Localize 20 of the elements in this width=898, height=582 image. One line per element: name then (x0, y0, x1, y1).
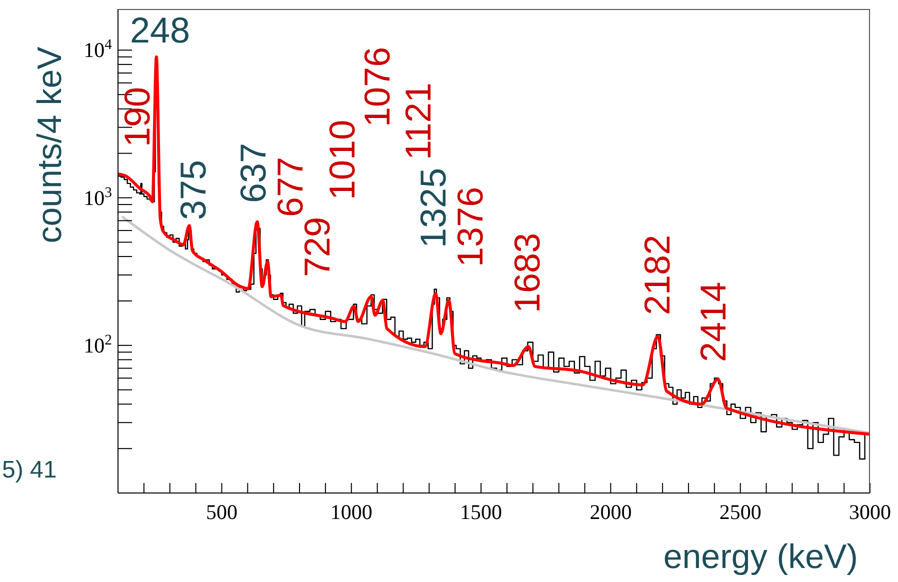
annotation: 2182 (636, 234, 678, 315)
x-tick-label: 1000 (330, 500, 372, 524)
annotation: 375 (172, 160, 214, 220)
y-axis-title: counts/4 keV (31, 46, 69, 244)
annotation: 190 (116, 86, 158, 147)
y-tick-label: 10$^{2}$ (84, 332, 112, 358)
x-tick-label: 500 (206, 500, 238, 524)
x-tick-label: 1500 (460, 500, 502, 524)
y-tick-label: 10$^{4}$ (84, 37, 113, 62)
y-tick-label: 10$^{3}$ (84, 184, 112, 210)
annotation: 729 (296, 216, 338, 277)
x-tick-label: 2500 (719, 500, 762, 524)
annotation: 1121 (398, 82, 438, 160)
x-tick-label: 2000 (590, 500, 632, 524)
x-axis-title: energy (keV) (663, 538, 858, 576)
annotation: 248 (130, 10, 190, 50)
text: 5) 41 (2, 456, 57, 484)
x-tick-label: 3000 (849, 500, 891, 524)
annotation: 1683 (506, 232, 548, 313)
annotation: 2414 (692, 282, 734, 362)
